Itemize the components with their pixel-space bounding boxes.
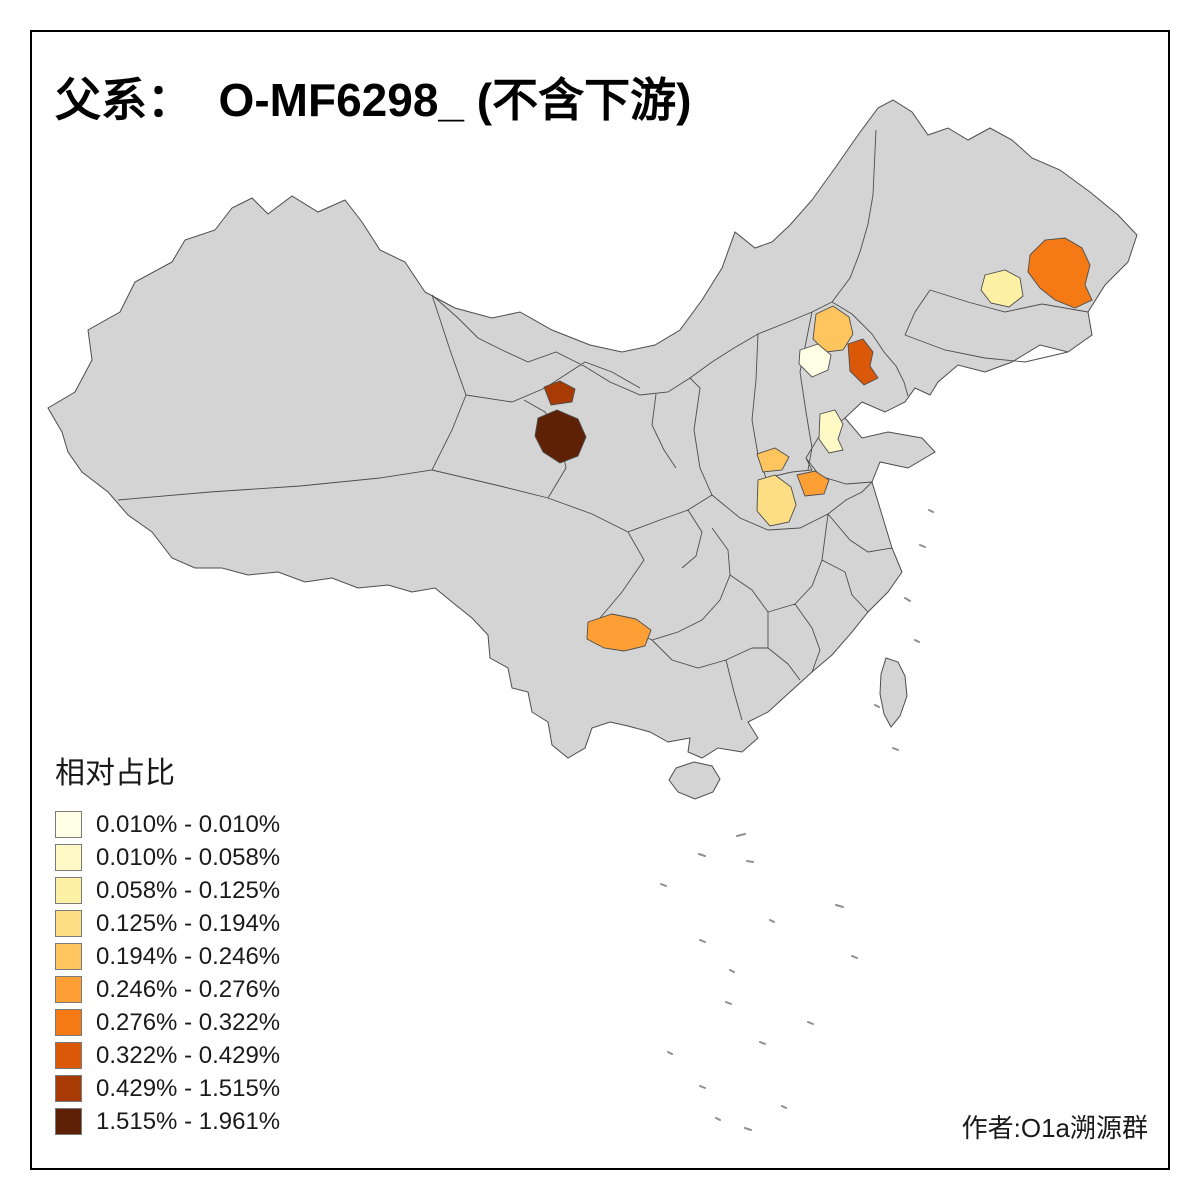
sea-islets bbox=[660, 509, 934, 1131]
legend-swatch bbox=[55, 1042, 82, 1069]
region-jilin-west bbox=[980, 269, 1024, 308]
legend-swatch bbox=[55, 1075, 82, 1102]
china-mainland bbox=[47, 99, 1138, 759]
region-beijing-city bbox=[798, 343, 832, 378]
legend-swatch bbox=[55, 1108, 82, 1135]
legend-swatch bbox=[55, 910, 82, 937]
region-gansu-south bbox=[534, 409, 587, 464]
legend: 相对占比 0.010% - 0.010% 0.010% - 0.058% 0.0… bbox=[55, 748, 280, 1138]
region-heilongjiang bbox=[1027, 237, 1093, 309]
region-sichuan-south bbox=[586, 613, 652, 652]
region-shandong bbox=[818, 409, 844, 454]
legend-label: 0.276% - 0.322% bbox=[96, 1008, 281, 1036]
legend-item: 0.194% - 0.246% bbox=[55, 940, 280, 973]
legend-swatch bbox=[55, 844, 82, 871]
taiwan-island bbox=[879, 657, 908, 728]
author-credit: 作者:O1a溯源群 bbox=[961, 1113, 1148, 1143]
hainan-island bbox=[668, 761, 721, 800]
legend-item: 0.429% - 1.515% bbox=[55, 1072, 280, 1105]
legend-label: 0.246% - 0.276% bbox=[96, 975, 281, 1003]
legend-item: 0.010% - 0.058% bbox=[55, 841, 280, 874]
legend-item: 0.246% - 0.276% bbox=[55, 973, 280, 1006]
legend-label: 0.058% - 0.125% bbox=[96, 876, 281, 904]
legend-item: 0.058% - 0.125% bbox=[55, 874, 280, 907]
legend-swatch bbox=[55, 976, 82, 1003]
region-henan-center bbox=[796, 470, 830, 497]
legend-item: 0.322% - 0.429% bbox=[55, 1039, 280, 1072]
legend-label: 0.322% - 0.429% bbox=[96, 1041, 281, 1069]
legend-label: 0.194% - 0.246% bbox=[96, 942, 281, 970]
legend-swatch bbox=[55, 877, 82, 904]
legend-swatch bbox=[55, 1009, 82, 1036]
legend-label: 0.010% - 0.058% bbox=[96, 843, 281, 871]
legend-swatch bbox=[55, 943, 82, 970]
page-title: 父系： O-MF6298_ (不含下游) bbox=[55, 74, 692, 126]
legend-item: 0.010% - 0.010% bbox=[55, 808, 280, 841]
region-beijing-area bbox=[812, 305, 854, 353]
legend-label: 0.010% - 0.010% bbox=[96, 810, 281, 838]
legend-swatch bbox=[55, 811, 82, 838]
legend-item: 1.515% - 1.961% bbox=[55, 1105, 280, 1138]
region-henan-south bbox=[756, 474, 797, 527]
legend-label: 1.515% - 1.961% bbox=[96, 1107, 281, 1135]
legend-title: 相对占比 bbox=[55, 757, 175, 790]
region-hebei-east bbox=[847, 338, 879, 386]
region-henan-north bbox=[756, 447, 790, 473]
legend-item: 0.276% - 0.322% bbox=[55, 1006, 280, 1039]
legend-label: 0.429% - 1.515% bbox=[96, 1074, 281, 1102]
legend-label: 0.125% - 0.194% bbox=[96, 909, 281, 937]
legend-item: 0.125% - 0.194% bbox=[55, 907, 280, 940]
region-gansu-north bbox=[543, 380, 576, 406]
